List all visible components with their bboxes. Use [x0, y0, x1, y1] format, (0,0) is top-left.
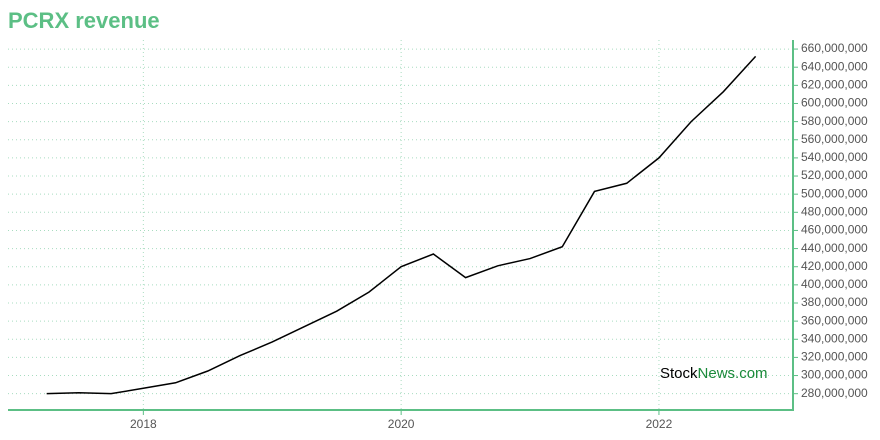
y-tick-label: 500,000,000 — [801, 186, 868, 200]
y-tick-label: 520,000,000 — [801, 168, 868, 182]
y-tick-label: 280,000,000 — [801, 386, 868, 400]
y-tick-label: 360,000,000 — [801, 313, 868, 327]
y-tick-label: 440,000,000 — [801, 241, 868, 255]
y-tick-label: 420,000,000 — [801, 259, 868, 273]
y-tick-label: 380,000,000 — [801, 295, 868, 309]
line — [46, 55, 757, 395]
y-tick-label: 640,000,000 — [801, 59, 868, 73]
y-tick-label: 300,000,000 — [801, 368, 868, 382]
y-tick-label: 580,000,000 — [801, 114, 868, 128]
y-tick-label: 600,000,000 — [801, 96, 868, 110]
x-tick-label: 2020 — [388, 417, 415, 431]
watermark: StockNews.com — [660, 365, 768, 382]
x-tick-label: 2022 — [646, 417, 673, 431]
x-tick-label: 2018 — [130, 417, 157, 431]
y-tick-label: 320,000,000 — [801, 350, 868, 364]
y-tick-label: 540,000,000 — [801, 150, 868, 164]
watermark-part: News.com — [698, 365, 768, 382]
chart-title: PCRX revenue — [8, 8, 160, 33]
y-tick-label: 560,000,000 — [801, 132, 868, 146]
y-tick-label: 480,000,000 — [801, 204, 868, 218]
y-tick-label: 340,000,000 — [801, 331, 868, 345]
y-tick-label: 400,000,000 — [801, 277, 868, 291]
y-tick-label: 620,000,000 — [801, 78, 868, 92]
watermark-part: Stock — [660, 365, 698, 382]
y-tick-label: 660,000,000 — [801, 41, 868, 55]
y-tick-label: 460,000,000 — [801, 223, 868, 237]
